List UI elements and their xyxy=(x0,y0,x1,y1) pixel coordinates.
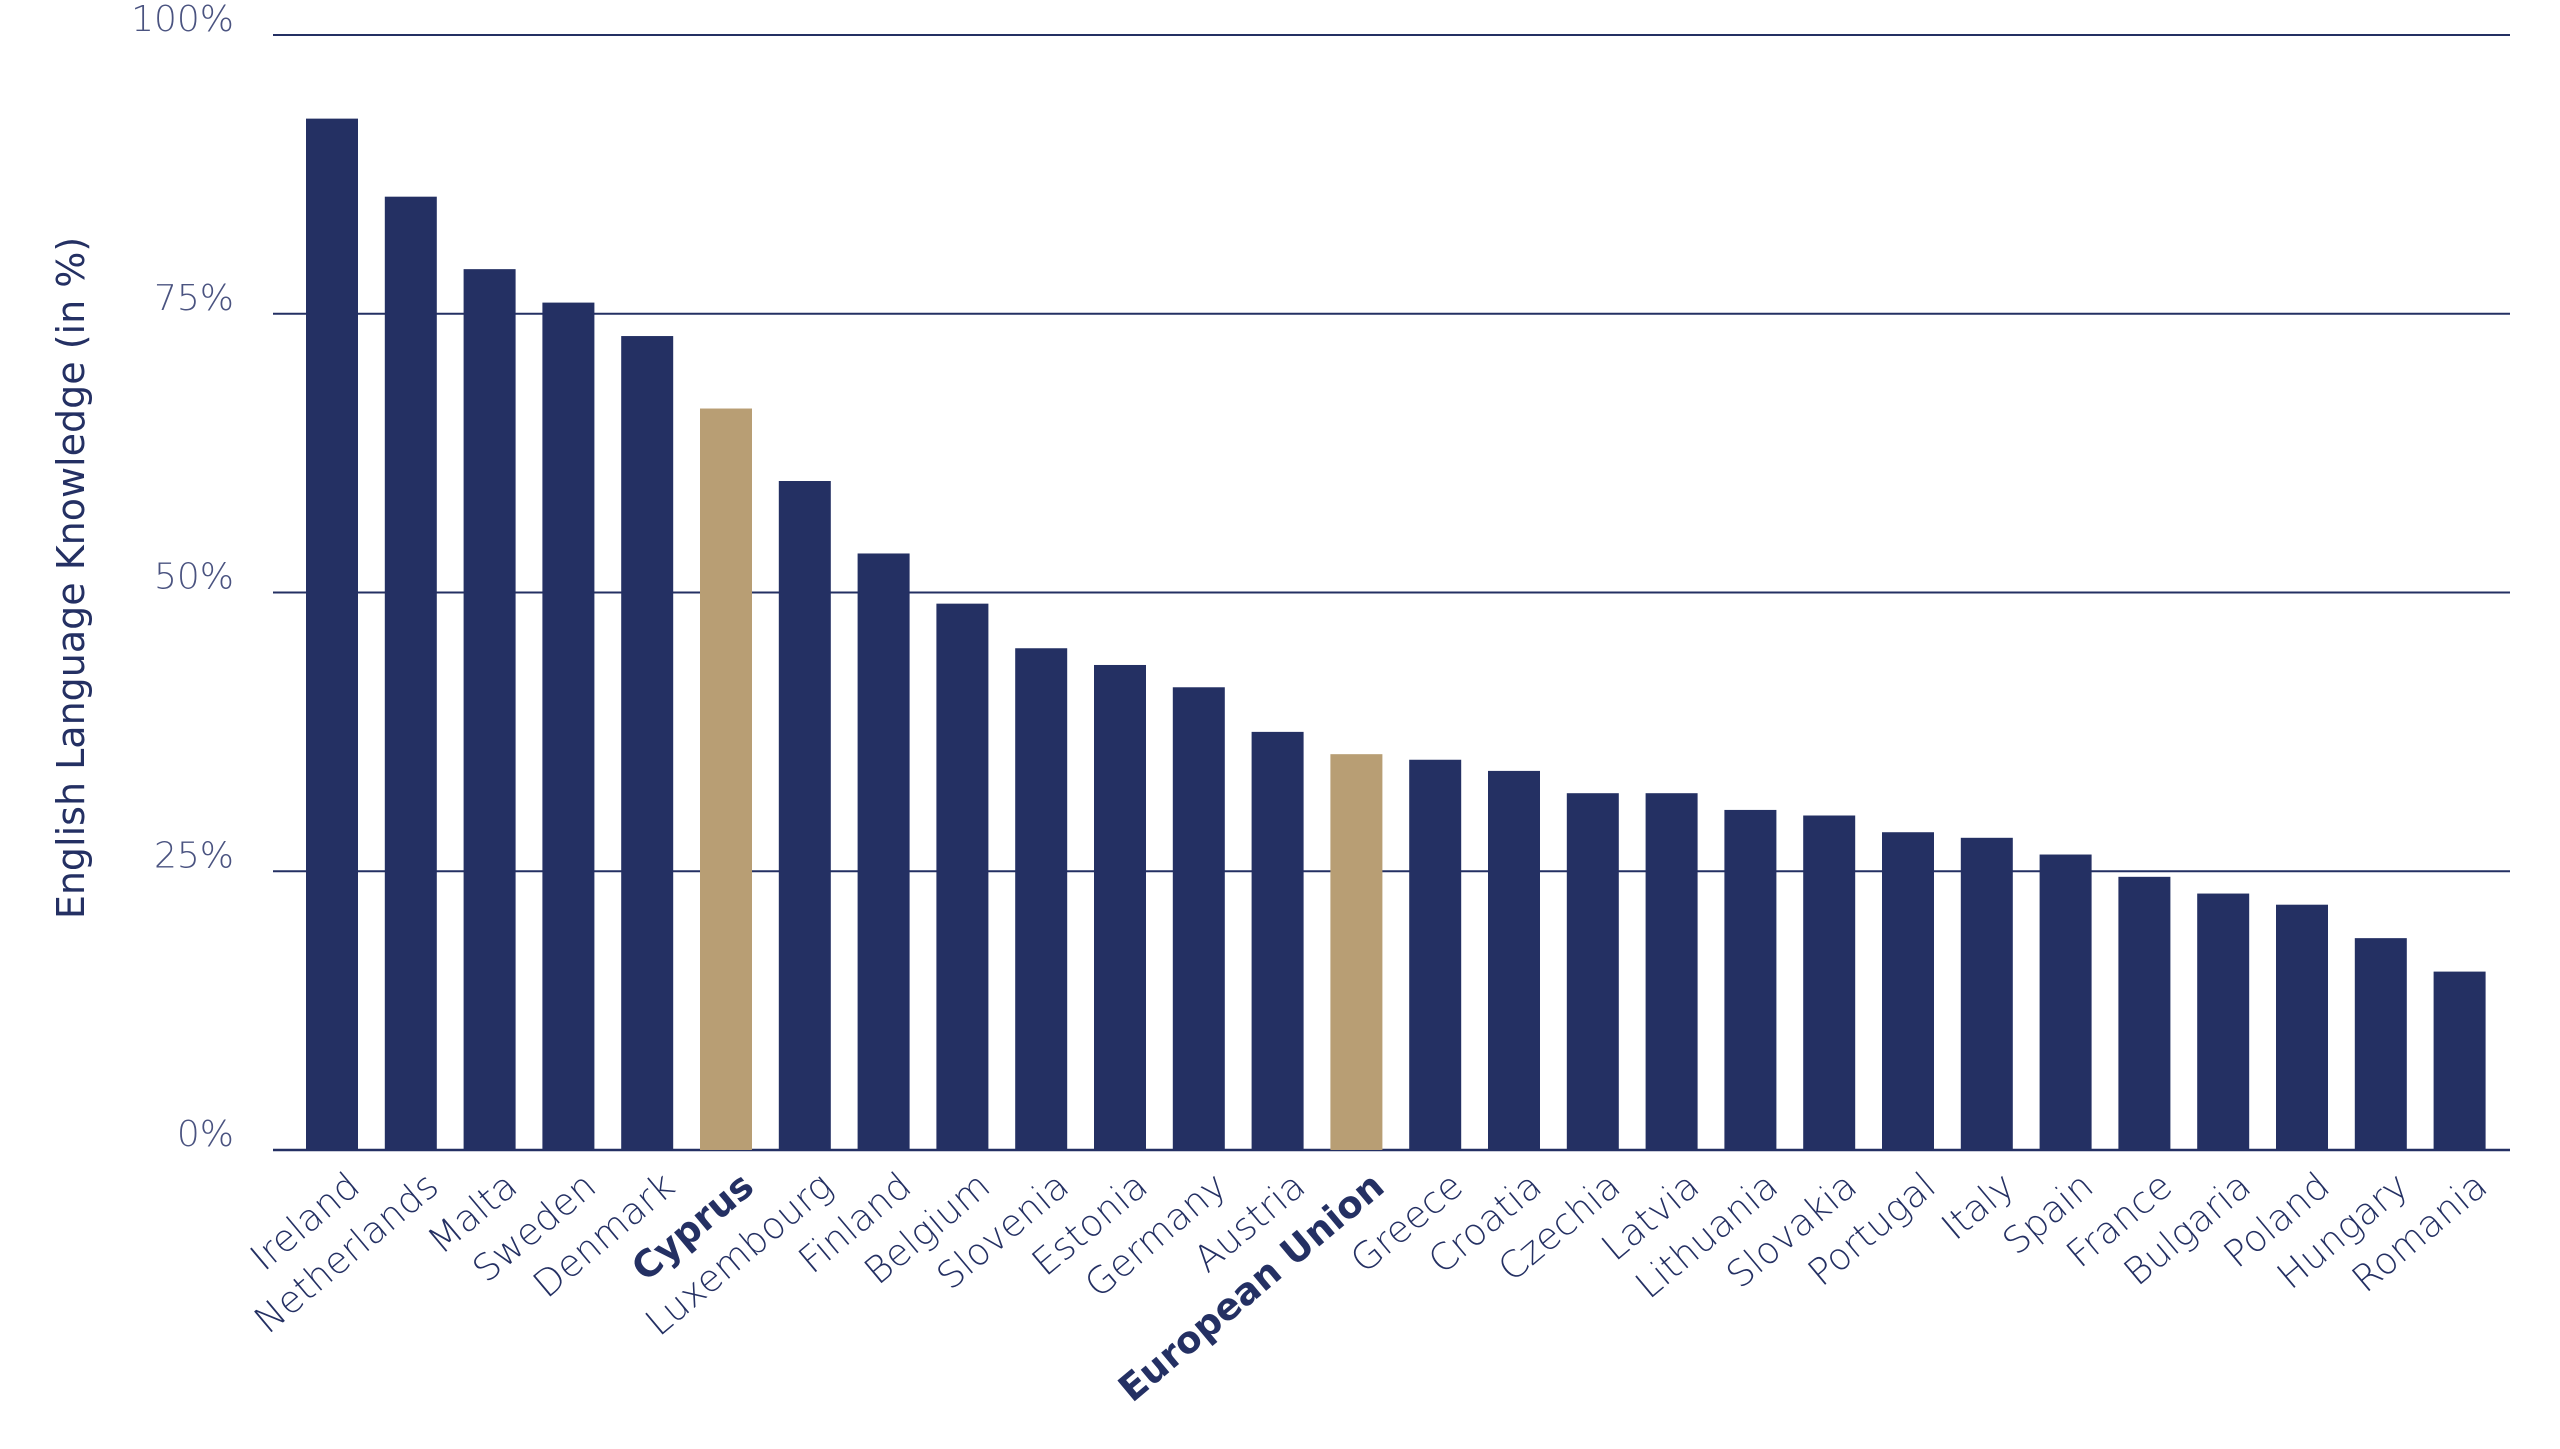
bar-greece xyxy=(1409,759,1462,1150)
y-tick-label: 25% xyxy=(154,835,234,876)
bar-malta xyxy=(463,269,516,1150)
y-tick-label: 50% xyxy=(154,557,234,598)
bar-czechia xyxy=(1566,793,1619,1150)
y-tick-label: 0% xyxy=(177,1114,234,1155)
bar-poland xyxy=(2276,904,2328,1150)
bar-austria xyxy=(1251,731,1304,1150)
bar-netherlands xyxy=(384,196,437,1151)
x-axis-labels: IrelandNetherlandsMaltaSwedenDenmarkCypr… xyxy=(242,1164,2495,1410)
y-tick-label: 100% xyxy=(131,0,234,40)
bar-belgium xyxy=(936,603,989,1150)
bar-luxembourg xyxy=(778,481,831,1150)
bar-germany xyxy=(1172,687,1225,1150)
bar-portugal xyxy=(1882,832,1934,1150)
bar-sweden xyxy=(542,302,595,1151)
y-tick-label: 75% xyxy=(154,278,234,319)
bar-cyprus xyxy=(700,408,752,1150)
bar-hungary xyxy=(2354,938,2407,1150)
bar-european-union xyxy=(1330,754,1383,1150)
bar-croatia xyxy=(1488,770,1540,1150)
bar-slovakia xyxy=(1803,815,1856,1150)
bar-bulgaria xyxy=(2197,893,2250,1150)
bar-france xyxy=(2118,876,2171,1150)
bar-finland xyxy=(857,553,910,1150)
bar-spain xyxy=(2039,854,2092,1150)
bar-estonia xyxy=(1094,664,1146,1150)
bar-ireland xyxy=(306,118,358,1150)
bar-slovenia xyxy=(1015,648,1068,1150)
y-axis-title: English Language Knowledge (in %) xyxy=(49,237,93,919)
bar-lithuania xyxy=(1724,809,1777,1150)
bar-denmark xyxy=(621,336,674,1150)
bar-romania xyxy=(2433,971,2486,1150)
y-axis-ticks: 0% 25% 50% 75% 100% xyxy=(131,0,234,1155)
bar-latvia xyxy=(1645,793,1698,1150)
bar-italy xyxy=(1960,837,2013,1150)
gridlines xyxy=(273,34,2510,1152)
bars xyxy=(306,118,2486,1151)
